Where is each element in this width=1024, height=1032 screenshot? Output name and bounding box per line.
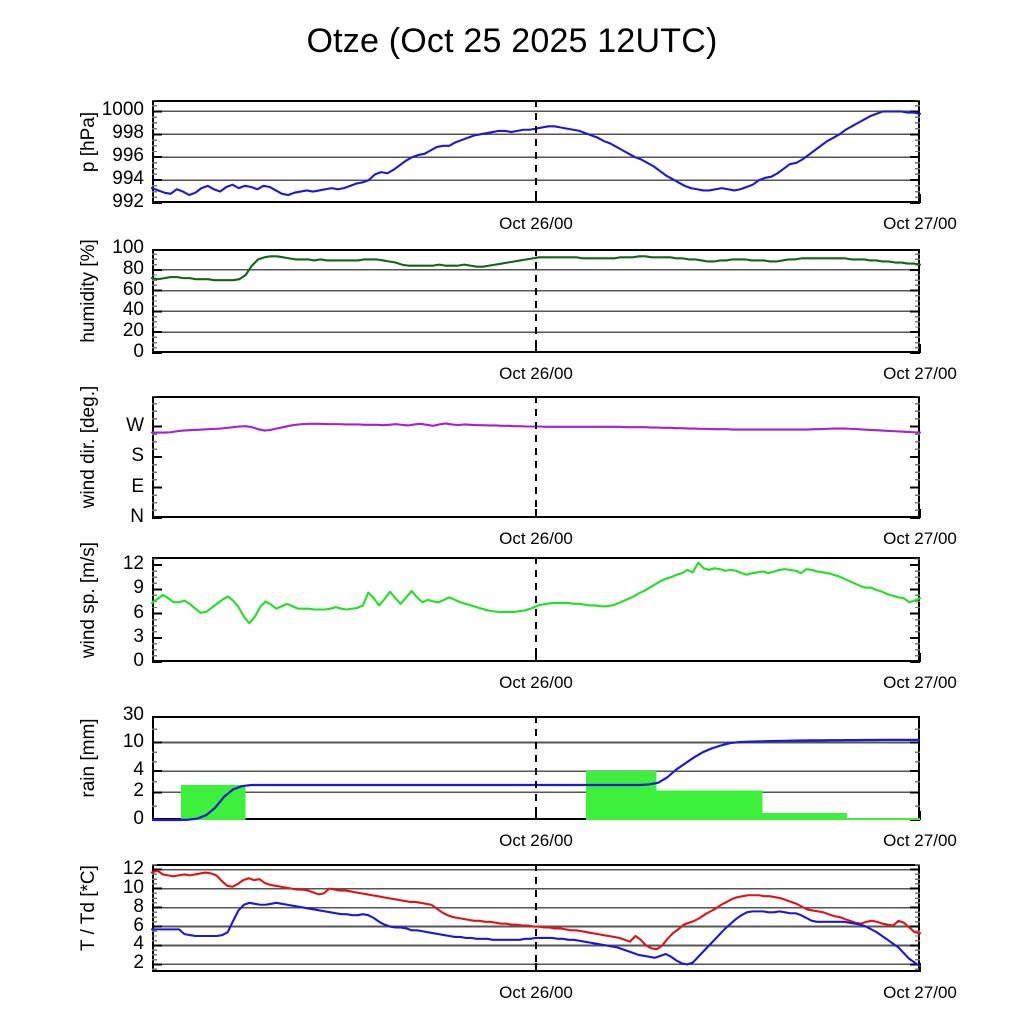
plot-svg-wind_speed bbox=[0, 557, 1024, 722]
ytick-pressure-4: 1000 bbox=[101, 99, 144, 121]
ytick-humidity-5: 100 bbox=[112, 237, 144, 258]
ytick-temperature-4: 10 bbox=[122, 876, 144, 898]
ytick-wind_direction-0: N bbox=[130, 506, 144, 527]
ytick-rain-0: 0 bbox=[133, 808, 144, 829]
ytick-pressure-0: 992 bbox=[112, 191, 144, 212]
xtick-rain-1: Oct 27/00 bbox=[883, 831, 957, 850]
ytick-rain-4: 30 bbox=[122, 704, 144, 725]
ytick-wind_direction-3: W bbox=[126, 414, 144, 436]
ytick-humidity-4: 80 bbox=[122, 257, 144, 279]
xtick-wind_speed-0: Oct 26/00 bbox=[499, 673, 573, 692]
ytick-wind_speed-1: 3 bbox=[133, 625, 144, 647]
ytick-rain-3: 10 bbox=[122, 730, 144, 752]
ytick-wind_speed-3: 9 bbox=[133, 577, 144, 599]
ytick-temperature-2: 6 bbox=[133, 914, 144, 936]
plot-svg-wind_direction bbox=[0, 396, 1024, 578]
ytick-pressure-1: 994 bbox=[112, 168, 144, 190]
ytick-humidity-3: 60 bbox=[122, 278, 144, 300]
ytick-wind_speed-2: 6 bbox=[133, 601, 144, 623]
xtick-humidity-0: Oct 26/00 bbox=[499, 364, 573, 383]
xtick-temperature-0: Oct 26/00 bbox=[499, 983, 573, 1002]
plot-svg-pressure bbox=[0, 100, 1024, 263]
ytick-humidity-0: 0 bbox=[133, 341, 144, 362]
xtick-wind_speed-1: Oct 27/00 bbox=[883, 673, 957, 692]
xtick-wind_direction-1: Oct 27/00 bbox=[883, 529, 957, 548]
ytick-wind_direction-1: E bbox=[131, 475, 144, 497]
ytick-wind_direction-2: S bbox=[131, 445, 144, 466]
ytick-wind_speed-4: 12 bbox=[122, 553, 144, 575]
plot-svg-temperature bbox=[0, 864, 1024, 1032]
ytick-rain-1: 2 bbox=[133, 780, 144, 802]
ytick-pressure-3: 998 bbox=[112, 122, 144, 144]
ytick-temperature-3: 8 bbox=[133, 895, 144, 917]
xtick-wind_direction-0: Oct 26/00 bbox=[499, 529, 573, 548]
ytick-temperature-5: 12 bbox=[122, 857, 144, 879]
ytick-wind_speed-0: 0 bbox=[133, 650, 144, 671]
ytick-humidity-1: 20 bbox=[122, 320, 144, 342]
plot-svg-rain bbox=[0, 716, 1024, 880]
ytick-temperature-0: 2 bbox=[133, 952, 144, 974]
ytick-rain-2: 4 bbox=[133, 759, 144, 781]
xtick-humidity-1: Oct 27/00 bbox=[883, 364, 957, 383]
ytick-pressure-2: 996 bbox=[112, 145, 144, 167]
xtick-rain-0: Oct 26/00 bbox=[499, 831, 573, 850]
ytick-humidity-2: 40 bbox=[122, 299, 144, 321]
xtick-pressure-0: Oct 26/00 bbox=[499, 214, 573, 233]
xtick-pressure-1: Oct 27/00 bbox=[883, 214, 957, 233]
plot-svg-humidity bbox=[0, 249, 1024, 413]
page-title: Otze (Oct 25 2025 12UTC) bbox=[306, 22, 718, 60]
ytick-temperature-1: 4 bbox=[133, 933, 144, 955]
xtick-temperature-1: Oct 27/00 bbox=[883, 983, 957, 1002]
